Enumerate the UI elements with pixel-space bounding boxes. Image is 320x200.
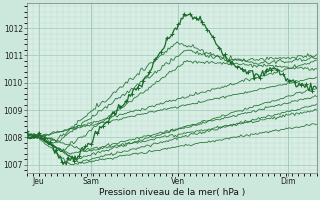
X-axis label: Pression niveau de la mer( hPa ): Pression niveau de la mer( hPa ) [99,188,245,197]
